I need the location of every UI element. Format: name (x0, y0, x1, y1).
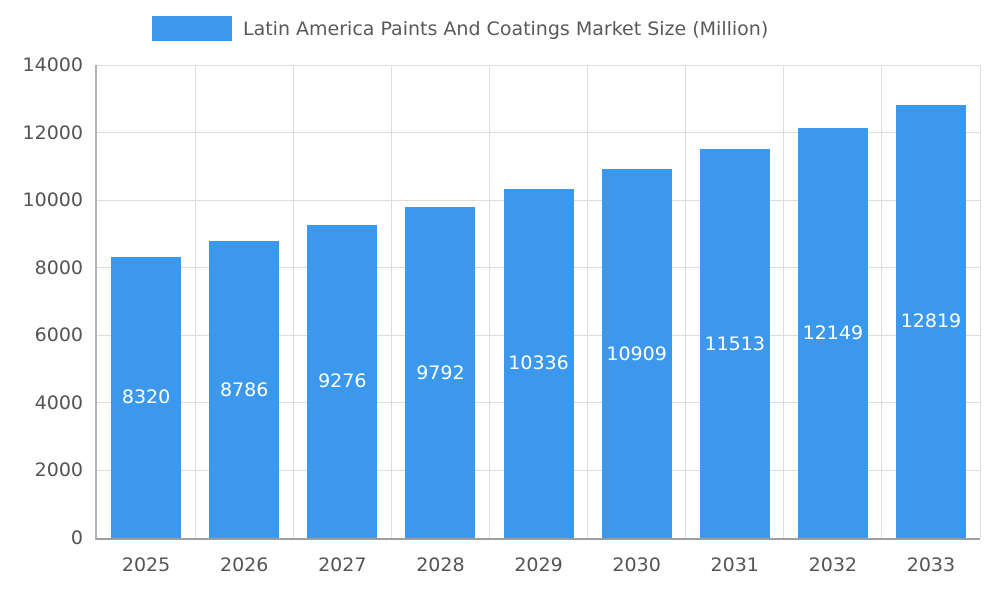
v-gridline (488, 65, 490, 538)
v-gridline (390, 65, 392, 538)
bar-value-label: 11513 (704, 332, 765, 355)
h-gridline (97, 132, 980, 134)
y-axis-tick-label: 12000 (22, 121, 83, 144)
x-axis-tick-label: 2026 (219, 554, 269, 576)
y-axis-tick-label: 10000 (22, 189, 83, 212)
bar-2031: 11513 (699, 149, 770, 538)
bar-2026: 8786 (209, 241, 280, 538)
chart-legend: Latin America Paints And Coatings Market… (152, 16, 768, 41)
bar-2025: 8320 (111, 256, 182, 538)
v-gridline (979, 65, 981, 538)
bar-2028: 9792 (405, 207, 476, 538)
v-gridline (194, 65, 196, 538)
bar-value-label: 12149 (802, 321, 864, 344)
bar-value-label: 9792 (416, 361, 465, 384)
bar-2033: 12819 (895, 104, 966, 538)
bar-2029: 10336 (503, 188, 574, 538)
plot-area: 0 2000 4000 6000 8000 10000 12000 14000 8320 2025… (23, 54, 981, 576)
x-axis-tick-label: 2028 (416, 554, 465, 576)
h-gridline (97, 64, 980, 66)
y-axis-tick-label: 0 (70, 527, 83, 549)
x-axis-tick-label: 2025 (121, 554, 171, 576)
x-axis-tick-label: 2029 (514, 554, 563, 576)
v-gridline (587, 65, 589, 538)
y-axis-tick-label: 8000 (34, 256, 83, 279)
y-axis-tick-label: 6000 (34, 324, 83, 347)
bar-2032: 12149 (797, 127, 868, 538)
bar-value-label: 12819 (900, 310, 962, 333)
y-axis-tick-label: 14000 (22, 54, 83, 76)
bar-value-label: 10336 (508, 352, 569, 375)
x-axis-tick-label: 2031 (710, 554, 759, 576)
bar-value-label: 8320 (121, 386, 171, 409)
bar-2027: 9276 (307, 224, 378, 538)
bar-value-label: 10909 (606, 342, 667, 365)
bar-2030: 10909 (601, 169, 672, 538)
v-gridline (881, 65, 883, 538)
y-axis-tick-label: 2000 (34, 459, 83, 482)
x-axis-tick-label: 2032 (808, 554, 858, 576)
x-axis-tick-label: 2030 (612, 554, 661, 576)
bar-value-label: 9276 (318, 370, 367, 393)
v-gridline (685, 65, 687, 538)
v-gridline (783, 65, 785, 538)
x-axis-tick-label: 2033 (906, 554, 956, 576)
y-axis-tick-label: 4000 (34, 391, 83, 414)
legend-swatch (152, 16, 232, 41)
x-axis-tick-label: 2027 (318, 554, 367, 576)
chart-title: Latin America Paints And Coatings Market… (243, 17, 769, 40)
bar-value-label: 8786 (219, 378, 269, 401)
v-gridline (292, 65, 294, 538)
